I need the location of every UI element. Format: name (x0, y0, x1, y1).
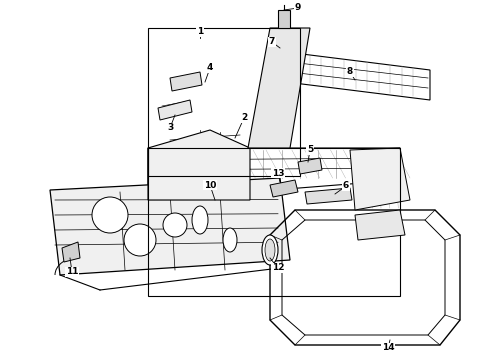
Text: 11: 11 (66, 267, 78, 276)
Polygon shape (305, 188, 352, 204)
Circle shape (163, 213, 187, 237)
Ellipse shape (262, 235, 278, 265)
Ellipse shape (192, 206, 208, 234)
Bar (148, 148, 400, 296)
Text: 13: 13 (272, 168, 284, 177)
Polygon shape (278, 10, 290, 28)
Polygon shape (298, 158, 322, 174)
Text: 12: 12 (272, 264, 284, 273)
Text: 1: 1 (197, 27, 203, 36)
Polygon shape (355, 210, 405, 240)
Text: 2: 2 (241, 113, 247, 122)
Polygon shape (270, 180, 298, 197)
Polygon shape (158, 100, 192, 120)
Ellipse shape (223, 228, 237, 252)
Bar (148, 28, 300, 176)
Text: 10: 10 (204, 180, 216, 189)
Polygon shape (62, 242, 80, 262)
Polygon shape (170, 72, 202, 91)
Text: 8: 8 (347, 68, 353, 77)
Text: 4: 4 (207, 63, 213, 72)
Polygon shape (50, 178, 290, 275)
Text: 14: 14 (382, 343, 394, 352)
Text: 7: 7 (269, 37, 275, 46)
Polygon shape (248, 28, 310, 148)
Ellipse shape (265, 239, 275, 261)
Circle shape (124, 224, 156, 256)
Text: 3: 3 (167, 123, 173, 132)
Polygon shape (350, 148, 410, 210)
Text: 5: 5 (307, 145, 313, 154)
Text: 6: 6 (343, 181, 349, 190)
Polygon shape (148, 148, 400, 200)
Circle shape (92, 197, 128, 233)
Polygon shape (270, 50, 430, 100)
Text: 9: 9 (295, 4, 301, 13)
Polygon shape (148, 130, 250, 200)
